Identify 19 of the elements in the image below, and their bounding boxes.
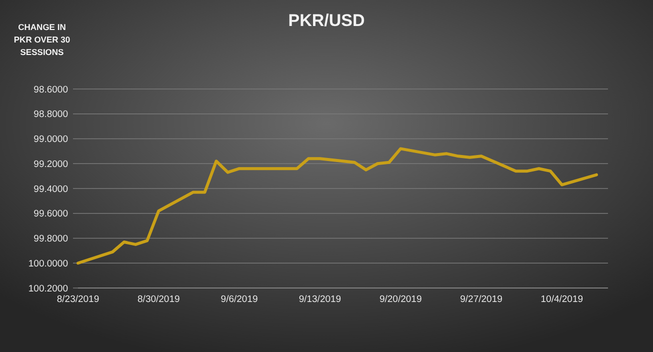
- y-tick-label: 99.0000: [34, 134, 68, 146]
- x-tick-label: 9/6/2019: [220, 294, 258, 305]
- x-tick-label: 8/30/2019: [138, 294, 180, 305]
- y-axis-title: CHANGE IN PKR OVER 30 SESSIONS: [14, 22, 70, 57]
- x-tick-label: 8/23/2019: [56, 294, 100, 305]
- x-tick-label: 10/4/2019: [540, 294, 584, 305]
- x-tick-label: 9/13/2019: [298, 294, 342, 305]
- y-tick-label: 99.2000: [34, 158, 68, 170]
- x-tick-label: 9/27/2019: [460, 294, 502, 305]
- y-tick-label: 98.6000: [34, 84, 68, 96]
- y-tick-label: 100.2000: [28, 283, 68, 294]
- line-series: [76, 147, 598, 265]
- y-tick-label: 98.8000: [34, 109, 68, 120]
- y-tick-label: 100.0000: [28, 258, 68, 270]
- y-tick-label: 99.6000: [34, 208, 68, 220]
- y-tick-label: 99.8000: [34, 234, 68, 245]
- y-tick-label: 99.4000: [34, 184, 68, 195]
- x-tick-label: 9/20/2019: [379, 294, 422, 305]
- chart-title: PKR/USD: [288, 11, 365, 30]
